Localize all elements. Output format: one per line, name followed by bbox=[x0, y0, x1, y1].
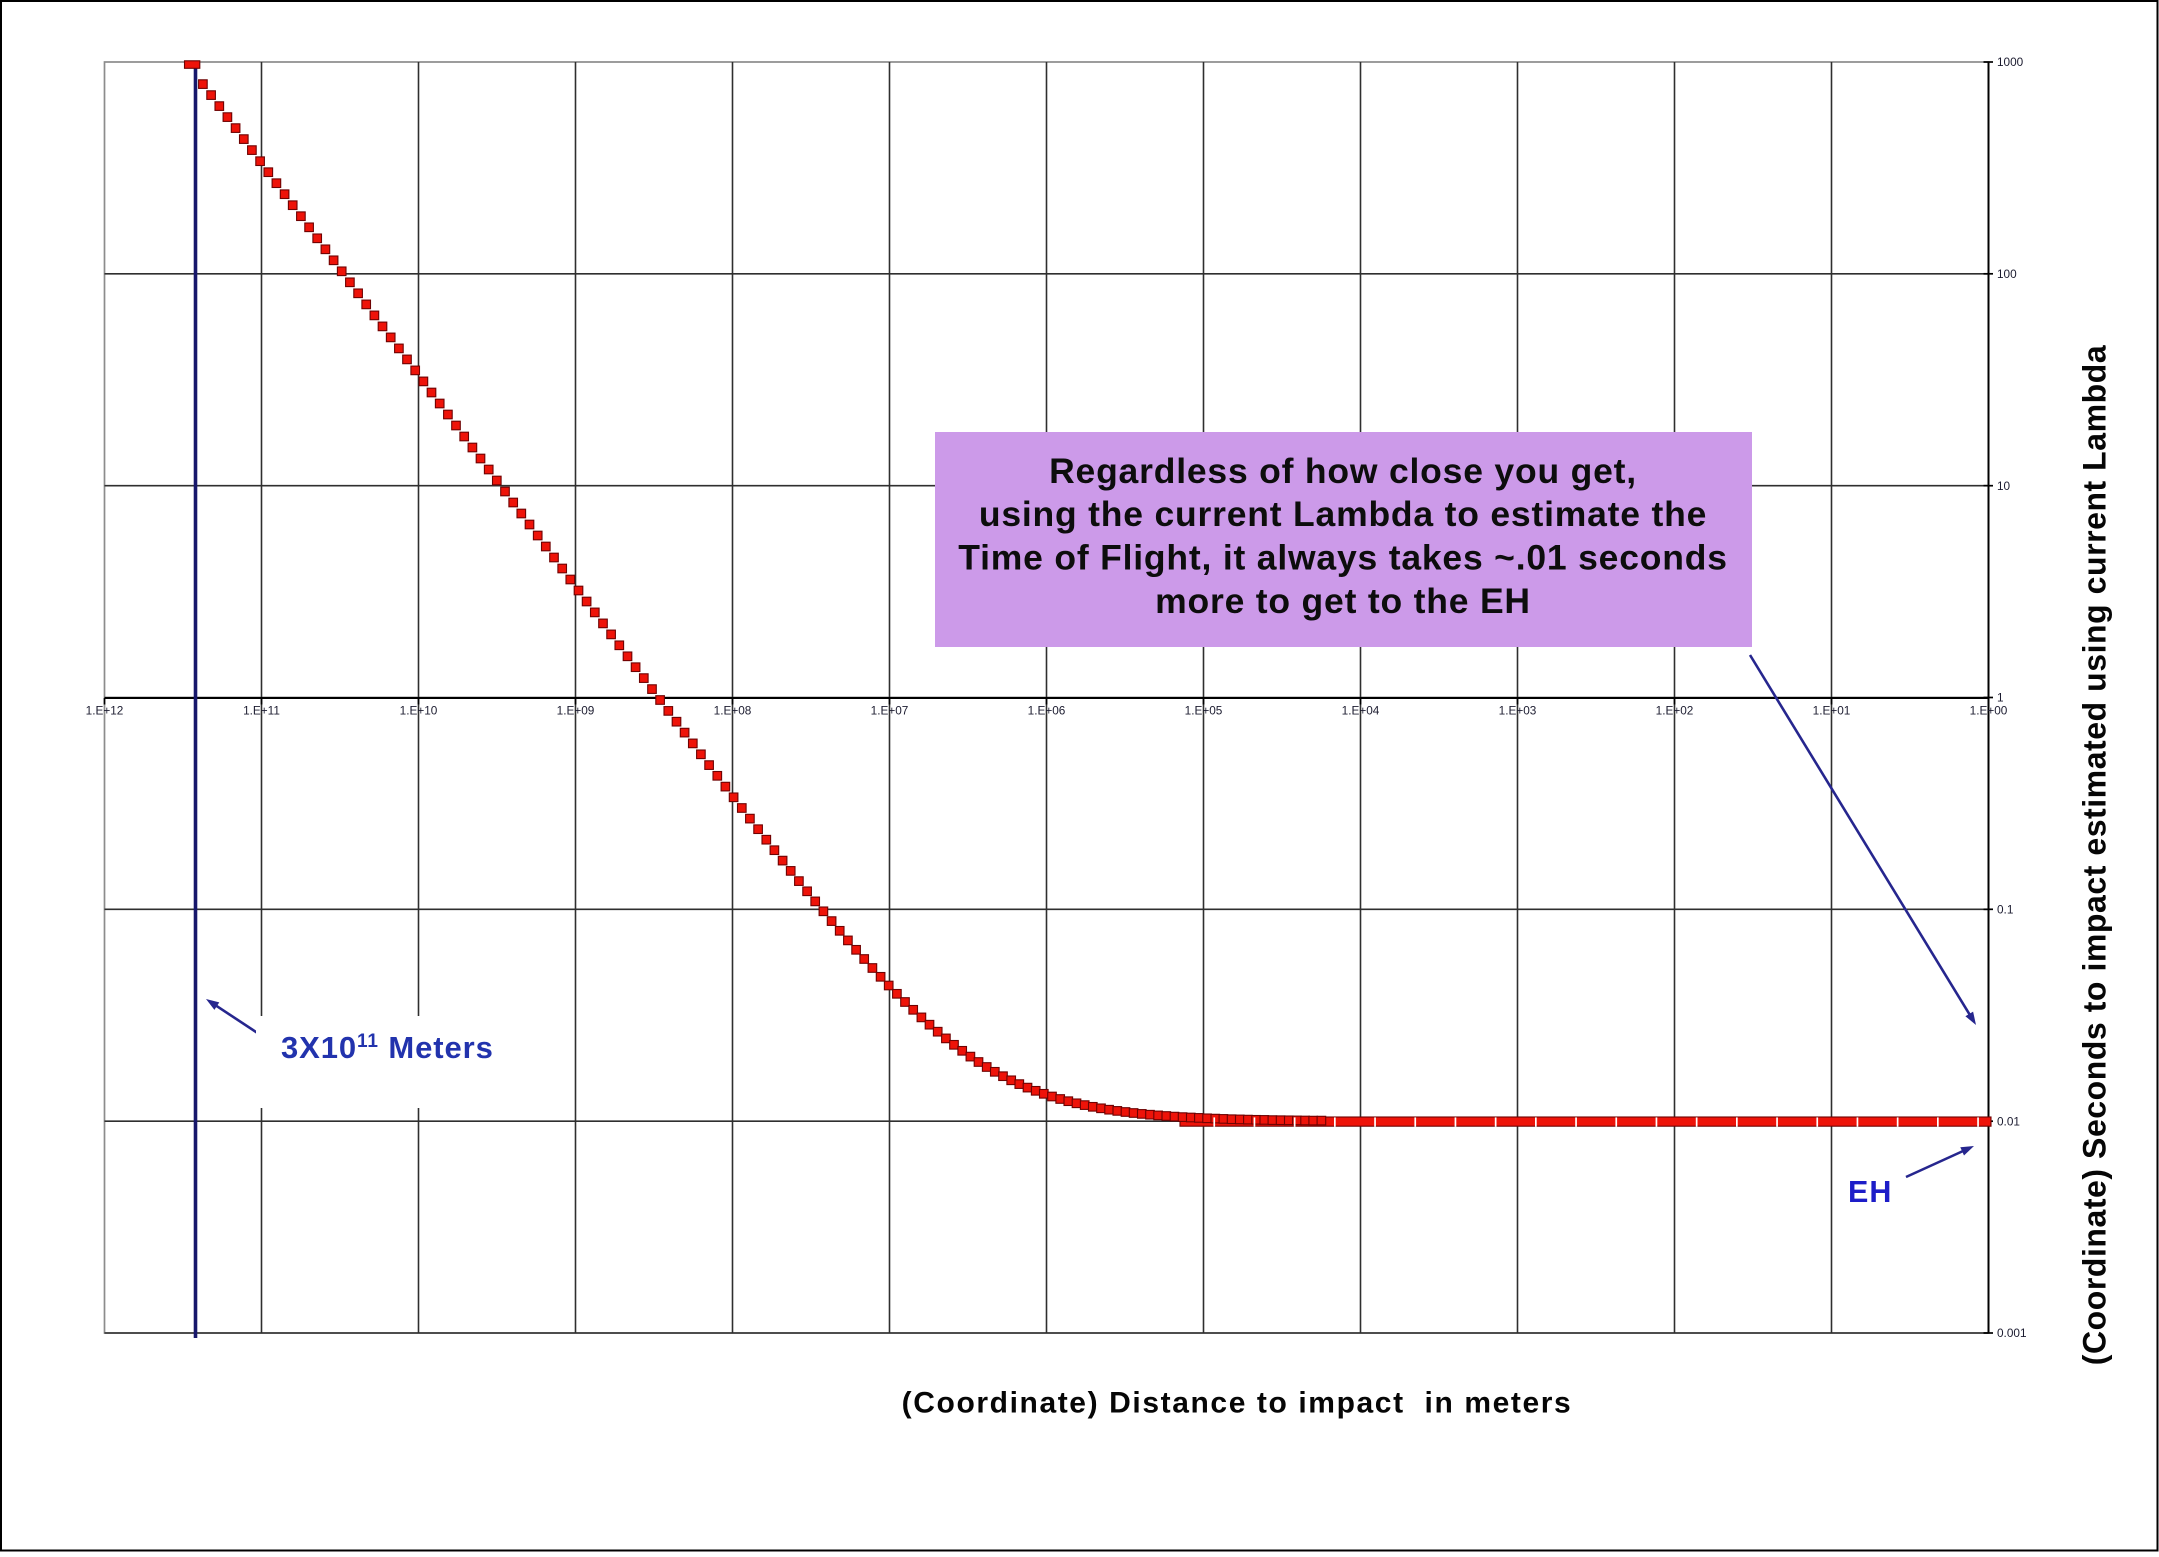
svg-text:1.E+11: 1.E+11 bbox=[243, 704, 280, 718]
svg-text:1.E+07: 1.E+07 bbox=[871, 704, 909, 718]
svg-text:0.001: 0.001 bbox=[1997, 1326, 2027, 1340]
svg-text:1.E+09: 1.E+09 bbox=[557, 704, 595, 718]
svg-text:Regardless of how close you ge: Regardless of how close you get, bbox=[1049, 451, 1637, 491]
svg-text:1.E+08: 1.E+08 bbox=[714, 704, 752, 718]
svg-text:EH: EH bbox=[1848, 1175, 1892, 1209]
svg-text:10: 10 bbox=[1997, 479, 2011, 493]
svg-text:1.E+05: 1.E+05 bbox=[1185, 704, 1223, 718]
svg-text:0.01: 0.01 bbox=[1997, 1114, 2020, 1128]
svg-text:1.E+01: 1.E+01 bbox=[1813, 704, 1851, 718]
svg-text:1.E+10: 1.E+10 bbox=[400, 704, 438, 718]
svg-text:0.1: 0.1 bbox=[1997, 903, 2013, 917]
svg-text:1.E+12: 1.E+12 bbox=[86, 704, 124, 718]
svg-text:1.E+03: 1.E+03 bbox=[1499, 704, 1537, 718]
svg-text:1: 1 bbox=[1997, 691, 2004, 705]
svg-text:Time of Flight, it always take: Time of Flight, it always takes ~.01 sec… bbox=[958, 538, 1727, 578]
svg-text:1.E+04: 1.E+04 bbox=[1342, 704, 1380, 718]
svg-text:(Coordinate) Distance to impac: (Coordinate) Distance to impact in meter… bbox=[902, 1387, 1573, 1420]
svg-text:3X1011 Meters: 3X1011 Meters bbox=[281, 1030, 494, 1065]
svg-text:100: 100 bbox=[1997, 267, 2017, 281]
svg-text:1.E+06: 1.E+06 bbox=[1028, 704, 1066, 718]
svg-text:(Coordinate) Seconds to impact: (Coordinate) Seconds to impact estimated… bbox=[2077, 345, 2113, 1365]
svg-text:1.E+00: 1.E+00 bbox=[1970, 704, 2008, 718]
svg-text:more to get to the EH: more to get to the EH bbox=[1155, 581, 1531, 621]
svg-text:1000: 1000 bbox=[1997, 55, 2024, 69]
svg-text:1.E+02: 1.E+02 bbox=[1656, 704, 1694, 718]
svg-text:using the current Lambda to es: using the current Lambda to estimate the bbox=[979, 494, 1707, 534]
